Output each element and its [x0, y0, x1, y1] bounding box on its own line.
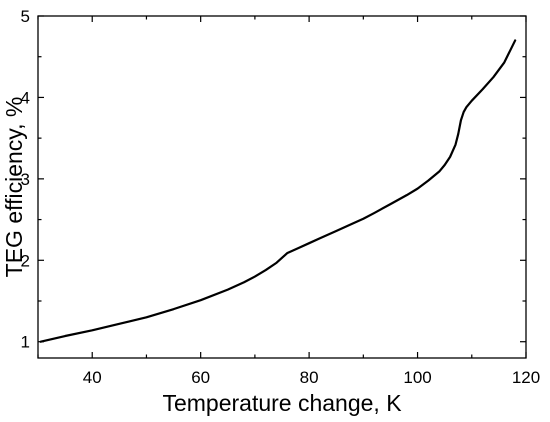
x-tick-label: 80 [300, 368, 319, 387]
x-tick-label: 40 [83, 368, 102, 387]
x-axis-title: Temperature change, K [162, 390, 402, 416]
tick-labels: 40 60 80 100 120 1 2 3 4 5 [21, 7, 541, 387]
efficiency-curve [39, 39, 517, 343]
plot-frame [37, 15, 527, 359]
x-tick-label: 60 [191, 368, 210, 387]
y-tick-label: 1 [21, 333, 30, 352]
y-tick-label: 5 [21, 7, 30, 26]
y-tick-label: 2 [21, 251, 30, 270]
y-axis-title: TEG efficiency, % [1, 97, 27, 278]
x-tick-label: 120 [512, 368, 540, 387]
y-tick-label: 3 [21, 170, 30, 189]
ticks [37, 15, 527, 358]
x-tick-label: 100 [403, 368, 431, 387]
y-tick-label: 4 [21, 88, 30, 107]
